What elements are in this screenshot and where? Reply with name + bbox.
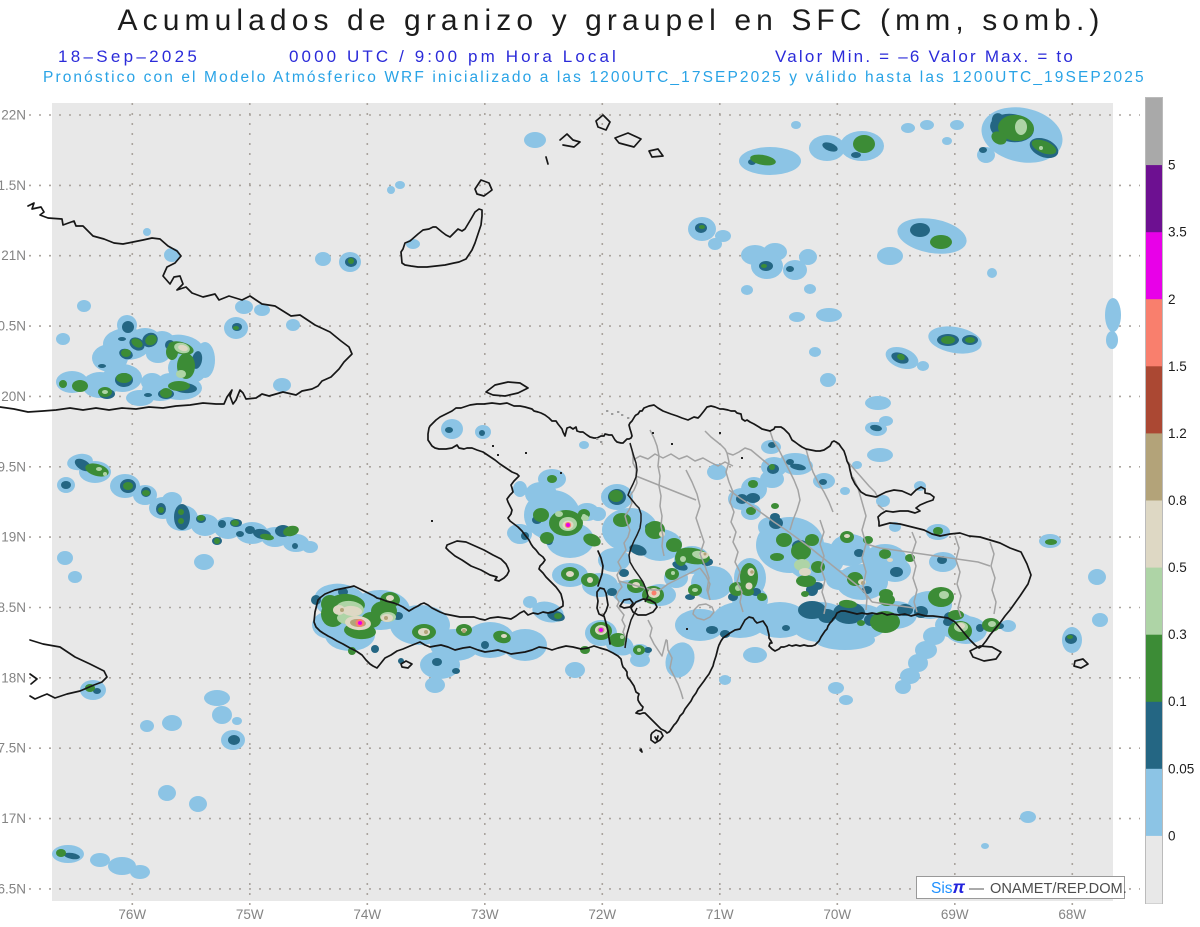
svg-text:74W: 74W bbox=[353, 907, 381, 922]
svg-text:Pronóstico con el Modelo Atmós: Pronóstico con el Modelo Atmósferico WRF… bbox=[43, 69, 1146, 86]
svg-text:ONAMET/REP.DOM.: ONAMET/REP.DOM. bbox=[990, 881, 1127, 897]
svg-text:75W: 75W bbox=[236, 907, 264, 922]
svg-text:6.5N: 6.5N bbox=[0, 881, 26, 896]
svg-text:0.3: 0.3 bbox=[1168, 627, 1187, 642]
svg-text:70W: 70W bbox=[823, 907, 851, 922]
svg-text:73W: 73W bbox=[471, 907, 499, 922]
svg-text:0: 0 bbox=[1168, 828, 1176, 843]
svg-text:18–Sep–2025: 18–Sep–2025 bbox=[58, 47, 200, 66]
svg-text:0.8: 0.8 bbox=[1168, 493, 1187, 508]
svg-text:8.5N: 8.5N bbox=[0, 600, 26, 615]
svg-text:Valor Min. = –6 Valor Max. =: Valor Min. = –6 Valor Max. = to bbox=[775, 47, 1075, 66]
svg-text:5: 5 bbox=[1168, 158, 1176, 173]
svg-text:18N: 18N bbox=[1, 670, 26, 685]
svg-text:0.1: 0.1 bbox=[1168, 694, 1187, 709]
svg-text:19N: 19N bbox=[1, 530, 26, 545]
svg-text:0000 UTC / 9:00 pm Hora Local: 0000 UTC / 9:00 pm Hora Local bbox=[289, 47, 619, 66]
svg-text:22N: 22N bbox=[1, 108, 26, 123]
svg-text:21N: 21N bbox=[1, 248, 26, 263]
svg-text:0.05: 0.05 bbox=[1168, 761, 1194, 776]
svg-text:—: — bbox=[969, 880, 984, 897]
svg-text:72W: 72W bbox=[588, 907, 616, 922]
svg-text:71W: 71W bbox=[706, 907, 734, 922]
svg-text:Acumulados de granizo y graupe: Acumulados de granizo y graupel en SFC (… bbox=[118, 4, 1105, 37]
svg-text:0.5: 0.5 bbox=[1168, 560, 1187, 575]
svg-text:9.5N: 9.5N bbox=[0, 459, 26, 474]
svg-text:1.2: 1.2 bbox=[1168, 426, 1187, 441]
svg-text:76W: 76W bbox=[118, 907, 146, 922]
svg-text:68W: 68W bbox=[1058, 907, 1086, 922]
svg-text:0.5N: 0.5N bbox=[0, 319, 26, 334]
svg-text:20N: 20N bbox=[1, 389, 26, 404]
svg-text:17N: 17N bbox=[1, 811, 26, 826]
svg-text:2: 2 bbox=[1168, 292, 1176, 307]
svg-text:1.5N: 1.5N bbox=[0, 178, 26, 193]
svg-text:Sisπ: Sisπ bbox=[931, 877, 966, 897]
svg-text:3.5: 3.5 bbox=[1168, 225, 1187, 240]
svg-text:7.5N: 7.5N bbox=[0, 741, 26, 756]
svg-text:1.5: 1.5 bbox=[1168, 359, 1187, 374]
svg-text:69W: 69W bbox=[941, 907, 969, 922]
